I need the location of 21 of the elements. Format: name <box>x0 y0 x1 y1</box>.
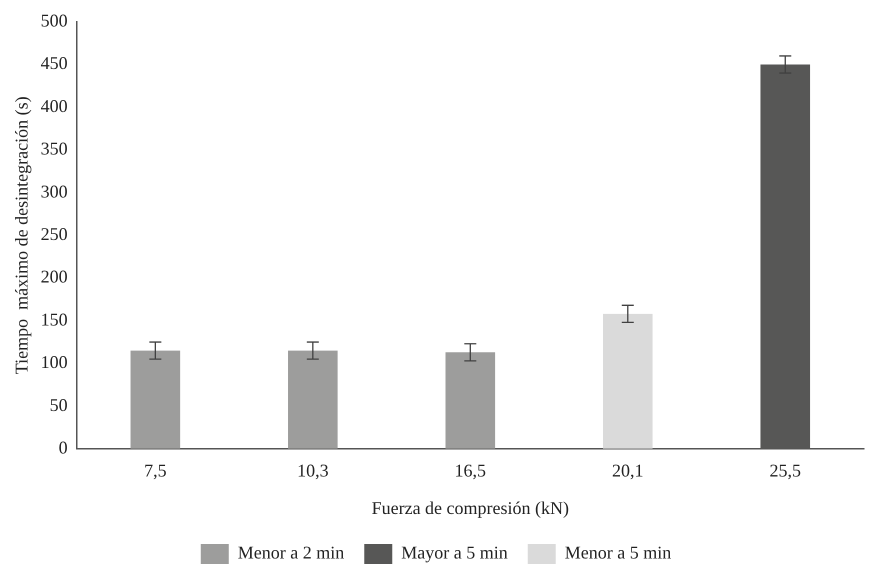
y-tick-label: 50 <box>50 394 68 415</box>
y-tick-label: 400 <box>40 96 68 116</box>
y-tick-label: 0 <box>58 438 68 458</box>
y-tick-label: 250 <box>40 224 68 244</box>
x-tick-label: 10,3 <box>297 460 329 480</box>
x-tick-label: 7,5 <box>144 460 167 480</box>
y-tick-label: 100 <box>40 352 68 372</box>
x-tick-label: 25,5 <box>770 460 802 480</box>
legend-label: Mayor a 5 min <box>401 542 508 563</box>
y-tick-label: 350 <box>40 138 68 159</box>
y-tick-label: 150 <box>40 309 68 330</box>
x-tick-label: 20,1 <box>612 460 644 480</box>
x-axis-title: Fuerza de compresión (kN) <box>372 498 570 518</box>
legend-label: Menor a 5 min <box>564 542 672 563</box>
y-tick-label: 300 <box>40 181 68 202</box>
x-tick-label: 16,5 <box>454 460 486 480</box>
y-tick-label: 450 <box>40 53 68 74</box>
y-tick-label: 500 <box>40 10 68 31</box>
legend-label: Menor a 2 min <box>238 542 344 563</box>
y-axis-title: Tiempo máximo de desintegración (s) <box>12 96 32 374</box>
y-tick-label: 200 <box>40 266 68 287</box>
